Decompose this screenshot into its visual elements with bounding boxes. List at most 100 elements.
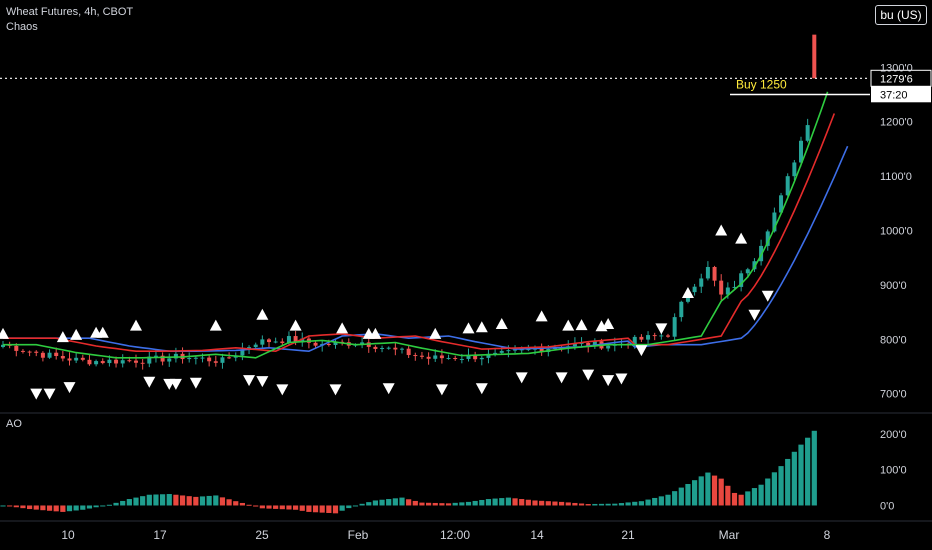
candle-body	[140, 362, 145, 364]
candle-body	[380, 347, 385, 349]
ao-bar	[73, 505, 79, 511]
candle-body	[792, 162, 797, 177]
ao-bar	[293, 505, 299, 510]
fractal-up-marker	[369, 327, 382, 339]
candle-body	[579, 342, 584, 344]
ao-bar	[465, 501, 472, 506]
candle-body	[286, 336, 291, 344]
candle-body	[213, 361, 218, 363]
candle-body	[14, 345, 19, 351]
ao-bar	[326, 505, 332, 513]
candle-body	[280, 341, 285, 344]
candle-body	[393, 347, 398, 350]
unit-button[interactable]: bu (US)	[875, 5, 927, 25]
price-tick-label: 1200'0	[880, 117, 913, 129]
ao-bar	[166, 494, 172, 506]
countdown-tag	[871, 86, 931, 103]
candle-body	[765, 231, 770, 246]
candle-body	[539, 348, 544, 352]
candle-body	[732, 286, 737, 288]
ao-label[interactable]: AO	[6, 418, 22, 430]
ao-bar	[359, 503, 365, 506]
candle-body	[666, 335, 670, 337]
candle-body	[40, 352, 45, 358]
ao-bar	[539, 500, 545, 506]
alligator-lips-line	[3, 91, 829, 359]
fractal-down-marker	[655, 323, 668, 335]
candle-body	[652, 335, 657, 337]
candle-body	[592, 341, 597, 347]
ao-bar	[765, 478, 771, 506]
price-tick-label: 900'0	[880, 280, 907, 292]
price-tick-label: 700'0	[880, 389, 907, 401]
candle-body	[360, 342, 365, 345]
price-tick-label: 1300'0	[880, 62, 913, 74]
fractal-up-marker	[289, 319, 302, 331]
ao-bar	[186, 496, 192, 506]
candle-body	[572, 343, 577, 347]
ao-bar	[512, 498, 518, 506]
ao-bar	[372, 500, 378, 506]
candle-body	[207, 357, 212, 362]
ao-bar	[199, 496, 206, 506]
price-tick-label: 1100'0	[880, 171, 912, 183]
candle-body	[446, 357, 451, 359]
candle-body	[240, 349, 245, 356]
current-price-value: 1279'6	[880, 73, 913, 85]
buy-order-label: Buy 1250	[736, 77, 787, 91]
fractal-down-marker	[329, 384, 342, 396]
ao-bar	[40, 505, 46, 511]
fractal-up-marker	[462, 322, 475, 334]
ao-bar	[66, 505, 73, 512]
candle-body	[659, 335, 664, 337]
fractal-down-marker	[169, 378, 182, 390]
ao-bar	[153, 494, 159, 506]
candle-body	[187, 358, 192, 360]
ao-bar	[133, 497, 139, 506]
time-axis-label: 8	[824, 528, 831, 542]
candle-body	[173, 353, 178, 359]
ao-bar	[60, 505, 66, 512]
ao-panel	[0, 430, 817, 514]
candle-body	[433, 355, 438, 359]
indicator-label[interactable]: Chaos	[6, 21, 38, 33]
fractal-up-marker	[96, 326, 109, 338]
ao-bar	[625, 502, 631, 506]
time-axis-label: 21	[621, 528, 635, 542]
candle-body	[413, 355, 418, 357]
fractal-down-marker	[382, 383, 395, 395]
ao-bar	[432, 502, 438, 506]
fractal-down-marker	[276, 384, 289, 396]
ao-tick-label: 0'0	[880, 500, 894, 512]
ao-bar	[33, 505, 39, 510]
candle-body	[739, 273, 744, 287]
ao-bar	[572, 502, 578, 506]
time-axis-label: Mar	[719, 528, 740, 542]
ao-bar	[386, 499, 392, 506]
candle-body	[705, 266, 710, 279]
ao-bar	[253, 505, 259, 507]
alligator-teeth-line	[3, 113, 836, 353]
candle-body	[333, 341, 338, 346]
ao-bar	[146, 494, 152, 506]
ao-bar	[233, 501, 239, 506]
candle-body	[134, 360, 138, 363]
candle-body	[160, 355, 165, 362]
candle-body	[147, 356, 152, 364]
ao-bar	[299, 505, 305, 511]
ao-bar	[738, 494, 744, 506]
ao-bar	[193, 496, 199, 506]
ao-bar	[120, 500, 126, 506]
time-axis-label: 17	[153, 528, 167, 542]
fractal-up-marker	[256, 308, 269, 320]
ao-bar	[7, 505, 13, 507]
candle-body	[646, 335, 651, 340]
ao-bar	[605, 503, 611, 506]
ao-bar	[811, 430, 817, 506]
fractal-up-marker	[0, 327, 9, 339]
ao-bar	[286, 505, 292, 510]
ao-bar	[632, 501, 638, 506]
ao-bar	[399, 497, 405, 506]
ao-bar	[226, 499, 232, 506]
